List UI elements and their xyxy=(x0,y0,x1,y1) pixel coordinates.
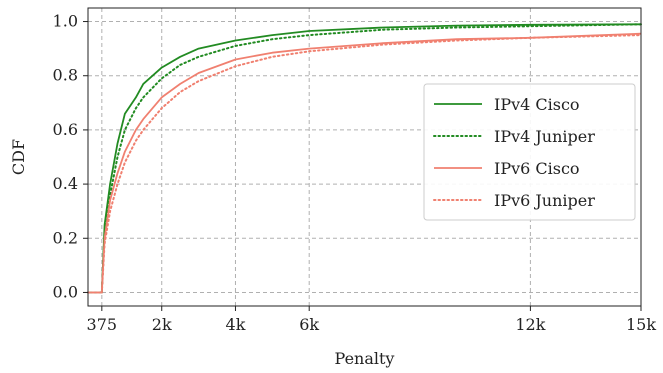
x-tick-label: 4k xyxy=(226,315,246,334)
y-tick-label: 0.2 xyxy=(53,228,78,247)
series-line-ipv6-juniper xyxy=(87,34,642,294)
x-tick-label: 15k xyxy=(626,315,656,334)
x-axis-label: Penalty xyxy=(335,349,395,368)
y-tick-label: 0.8 xyxy=(53,66,78,85)
y-tick-label: 1.0 xyxy=(53,12,78,31)
y-tick-label: 0.6 xyxy=(53,120,78,139)
legend: IPv4 Cisco IPv4 Juniper IPv6 Cisco IPv6 Jun… xyxy=(423,83,636,221)
series-lines xyxy=(87,23,642,294)
x-tick-label: 2k xyxy=(152,315,172,334)
legend-label: IPv6 Juniper xyxy=(494,191,595,210)
y-tick-label: 0.4 xyxy=(53,174,78,193)
x-tick-label: 375 xyxy=(87,315,118,334)
legend-label: IPv4 Cisco xyxy=(494,95,580,114)
y-axis-label: CDF xyxy=(9,139,28,175)
legend-box xyxy=(423,83,636,221)
y-axis-ticks: 0.0 0.2 0.4 0.6 0.8 1.0 xyxy=(53,12,88,301)
series-line-ipv4-cisco xyxy=(88,23,642,294)
plot-frame xyxy=(87,7,642,307)
y-tick-label: 0.0 xyxy=(53,282,78,301)
legend-label: IPv4 Juniper xyxy=(494,127,595,146)
x-tick-label: 6k xyxy=(299,315,319,334)
x-axis-ticks: 375 2k 4k 6k 12k 15k xyxy=(87,306,656,334)
legend-label: IPv6 Cisco xyxy=(494,159,580,178)
x-tick-label: 12k xyxy=(515,315,545,334)
